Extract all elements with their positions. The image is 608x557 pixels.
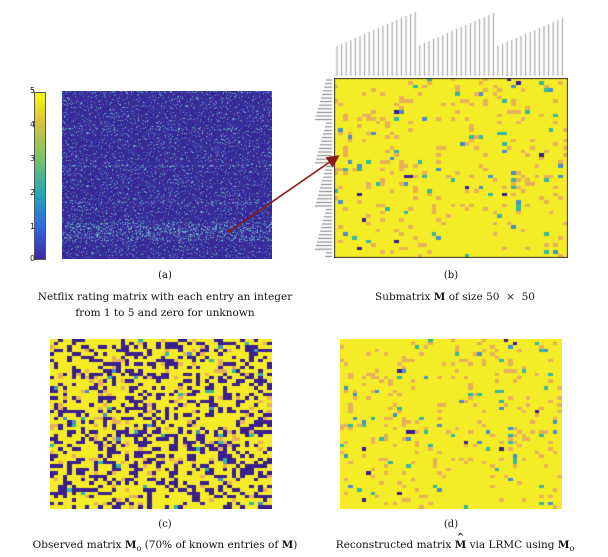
panel-c-caption-sub: o (136, 544, 142, 554)
panel-d-caption-sub: o (569, 544, 575, 554)
panel-b-label: (b) (443, 270, 459, 281)
panel-c-caption-M: M (124, 539, 137, 551)
panel-d-caption-Mhat: M ^ (455, 533, 467, 551)
panel-c-caption: Observed matrix Mo (70% of known entries… (20, 537, 310, 557)
submatrix-column-labels (334, 6, 574, 76)
panel-c-label: (c) (158, 519, 172, 530)
panel-a-caption-line2: from 1 to 5 and zero for unknown (75, 307, 255, 319)
reconstructed-matrix (340, 339, 562, 509)
panel-d-caption: Reconstructed matrix M ^ via LRMC using M… (320, 533, 590, 557)
netflix-rating-matrix (62, 91, 272, 259)
panel-c-caption-pre: Observed matrix (32, 539, 125, 551)
panel-b-caption: Submatrix M of size 50 × 50 (340, 289, 570, 305)
panel-c-caption-post: ) (293, 539, 298, 551)
panel-d-caption-M2: M (557, 539, 570, 551)
panel-b-caption-M: M (433, 291, 446, 303)
colorbar-tick-2: 2 (30, 188, 36, 197)
panel-d-label: (d) (443, 519, 459, 530)
panel-a-label: (a) (158, 270, 172, 281)
observed-matrix (50, 339, 272, 509)
colorbar-tick-5: 5 (30, 86, 36, 95)
colorbar (34, 92, 46, 260)
submatrix-heatmap (334, 78, 568, 258)
colorbar-tick-4: 4 (30, 120, 36, 129)
panel-c-caption-M2: M (281, 539, 294, 551)
colorbar-tick-3: 3 (30, 154, 36, 163)
panel-b-caption-post: of size 50 × 50 (445, 291, 535, 303)
panel-a-caption: Netflix rating matrix with each entry an… (20, 289, 310, 321)
panel-d-caption-mid: via LRMC using (466, 539, 558, 551)
submatrix-row-labels (308, 78, 334, 258)
panel-d-caption-pre: Reconstructed matrix (335, 539, 455, 551)
colorbar-tick-1: 1 (30, 222, 36, 231)
hat-accent: ^ (456, 533, 465, 543)
panel-a-caption-line1: Netflix rating matrix with each entry an… (37, 291, 293, 303)
panel-c-caption-mid: (70% of known entries of (141, 539, 282, 551)
colorbar-tick-0: 0 (30, 254, 36, 263)
panel-b-caption-pre: Submatrix (375, 291, 434, 303)
